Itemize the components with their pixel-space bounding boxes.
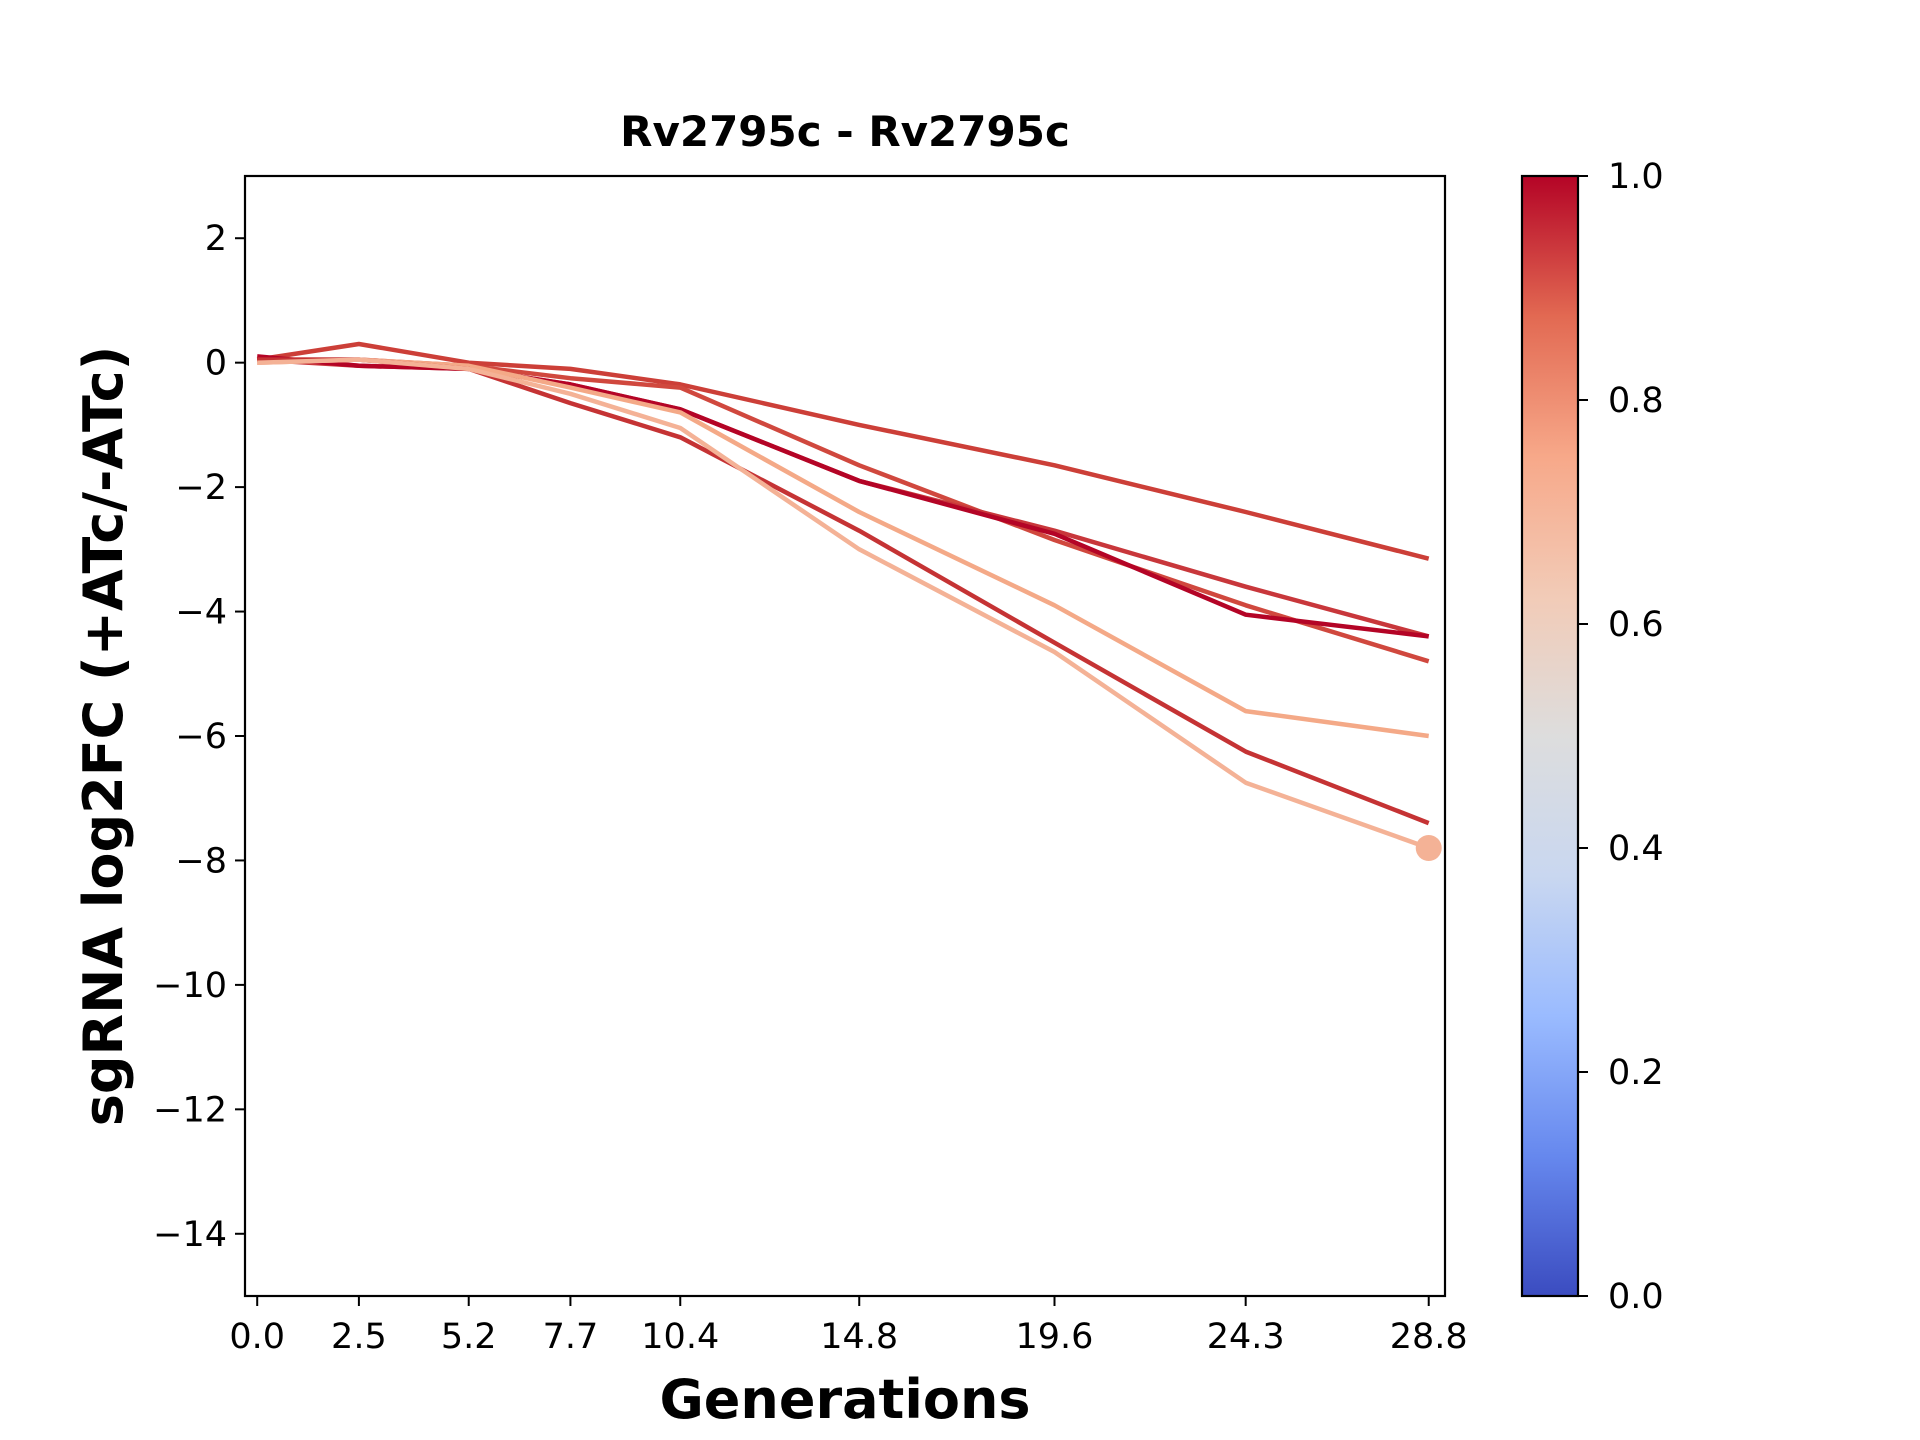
x-tick-label: 24.3 [1207,1317,1285,1357]
colorbar-gradient [1520,174,1580,1298]
x-tick-label: 19.6 [1016,1317,1094,1357]
series-line-7 [257,357,1430,851]
y-tick-label: −12 [153,1090,227,1130]
x-tick-label: 28.8 [1390,1317,1468,1357]
x-tick-label: 2.5 [331,1317,387,1357]
series-line-3 [257,357,1430,639]
series-line-6 [257,357,1430,826]
series-line-5 [257,357,1430,739]
plot-frame [243,174,1447,1298]
colorbar-tick-label: 0.0 [1608,1277,1664,1317]
colorbar-tick-label: 0.6 [1608,605,1664,645]
x-tick-label: 14.8 [820,1317,898,1357]
y-tick-label: −2 [175,468,227,508]
series-line-4 [256,354,1429,639]
x-tick-label: 10.4 [641,1317,719,1357]
y-tick-label: 2 [205,219,227,259]
y-tick-label: −14 [153,1215,227,1255]
y-tick-label: −4 [175,593,227,633]
y-tick-label: −6 [175,717,227,757]
colorbar: 0.0 0.2 0.4 0.6 0.8 1.0 [1520,157,1664,1317]
x-tick-label: 5.2 [441,1317,497,1357]
y-axis-label: sgRNA log2FC (+ATc/-ATc) [72,346,135,1127]
x-axis-label: Generations [659,1368,1030,1431]
endpoint-marker [1415,835,1442,861]
plot-area [256,341,1442,861]
x-tick-label: 0.0 [229,1317,285,1357]
colorbar-tick-label: 1.0 [1608,157,1664,197]
x-tick-label: 7.7 [543,1317,599,1357]
colorbar-tick-label: 0.2 [1608,1053,1664,1093]
colorbar-tick-label: 0.8 [1608,381,1664,421]
y-tick-label: −10 [153,966,227,1006]
y-tick-label: −8 [175,841,227,881]
chart-title: Rv2795c - Rv2795c [620,107,1070,156]
series-line-1 [256,341,1430,561]
y-tick-label: 0 [205,344,227,384]
x-axis: 0.0 2.5 5.2 7.7 10.4 14.8 19.6 24.3 28.8 [229,1296,1468,1357]
colorbar-tick-label: 0.4 [1608,829,1664,869]
y-axis: 2 0 −2 −4 −6 −8 −10 −12 −14 [153,219,245,1255]
